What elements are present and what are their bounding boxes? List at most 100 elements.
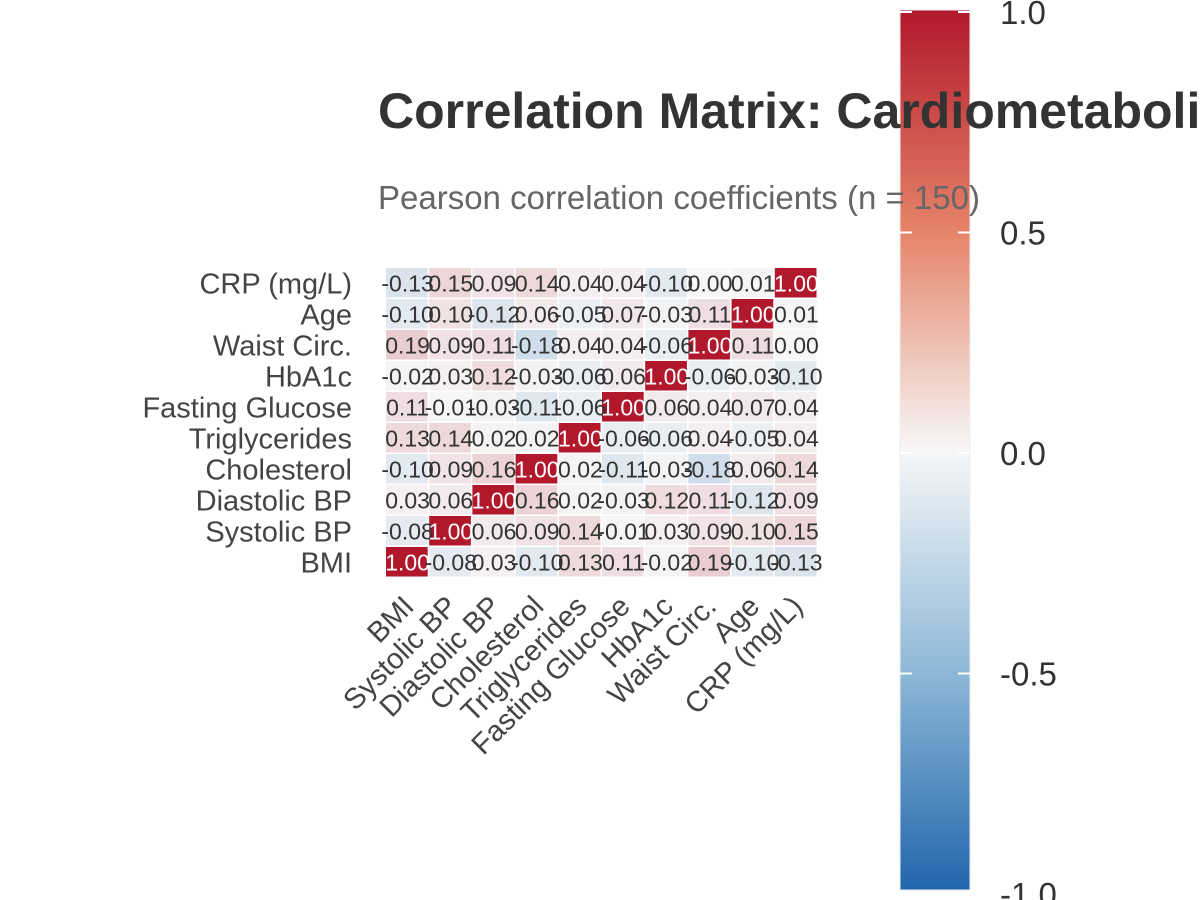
heatmap-cell bbox=[774, 299, 817, 329]
cell-value-label: 0.02 bbox=[558, 457, 603, 483]
cell-value-label: 0.04 bbox=[558, 333, 603, 359]
cell-value-label: -0.02 bbox=[381, 364, 433, 390]
heatmap-cell bbox=[386, 268, 428, 298]
colorbar-tick-label: -0.5 bbox=[1000, 656, 1057, 693]
heatmap-cell bbox=[774, 423, 817, 453]
heatmap-cell bbox=[429, 423, 471, 453]
cell-value-label: 0.03 bbox=[385, 488, 430, 514]
heatmap-cell bbox=[602, 516, 644, 546]
cell-value-label: -0.01 bbox=[425, 395, 477, 421]
heatmap-cell bbox=[688, 485, 731, 515]
cell-value-label: 0.11 bbox=[688, 488, 731, 514]
heatmap-cell bbox=[429, 392, 471, 422]
cell-value-label: 0.11 bbox=[732, 333, 775, 359]
cell-value-label: 0.04 bbox=[688, 426, 733, 452]
cell-value-label: 0.15 bbox=[774, 519, 819, 545]
cell-value-label: 0.09 bbox=[428, 333, 473, 359]
cell-value-label: -0.02 bbox=[641, 550, 693, 576]
cell-value-label: 0.19 bbox=[688, 550, 733, 576]
cell-value-label: 0.06 bbox=[731, 457, 776, 483]
heatmap-cell bbox=[558, 516, 601, 546]
cell-value-label: -0.01 bbox=[597, 519, 649, 545]
heatmap-cell bbox=[602, 547, 644, 577]
cell-value-label: -0.06 bbox=[554, 395, 606, 421]
heatmap-cell bbox=[429, 485, 471, 515]
heatmap-cell bbox=[472, 547, 515, 577]
cell-value-label: -0.10 bbox=[511, 550, 563, 576]
heatmap-cell bbox=[774, 454, 817, 484]
heatmap-cell bbox=[429, 299, 471, 329]
cell-value-label: 1.00 bbox=[428, 519, 473, 545]
heatmap-cell bbox=[731, 330, 774, 360]
cell-value-label: 0.13 bbox=[385, 426, 430, 452]
heatmap-cell bbox=[386, 361, 428, 391]
row-label: Waist Circ. bbox=[213, 331, 352, 363]
heatmap-cell bbox=[472, 330, 515, 360]
cell-value-label: 0.10 bbox=[428, 302, 473, 328]
cell-value-label: -0.11 bbox=[598, 457, 649, 483]
heatmap-cell bbox=[731, 392, 774, 422]
row-label: HbA1c bbox=[265, 362, 352, 394]
heatmap-cell bbox=[386, 485, 428, 515]
cell-value-label: -0.10 bbox=[381, 302, 433, 328]
cell-value-label: -0.03 bbox=[468, 395, 520, 421]
heatmap-cell bbox=[472, 361, 515, 391]
heatmap-cell bbox=[645, 268, 687, 298]
heatmap-cell bbox=[558, 361, 601, 391]
cell-value-label: -0.10 bbox=[641, 271, 693, 297]
cell-value-label: -0.06 bbox=[641, 426, 693, 452]
cell-value-label: 0.01 bbox=[731, 271, 776, 297]
heatmap-cell bbox=[429, 361, 471, 391]
cell-value-label: 0.02 bbox=[472, 426, 517, 452]
cell-value-label: 0.11 bbox=[386, 395, 429, 421]
heatmap-cell bbox=[602, 454, 644, 484]
cell-value-label: 1.00 bbox=[385, 550, 430, 576]
cell-value-label: 0.13 bbox=[558, 550, 603, 576]
heatmap-cell bbox=[645, 330, 687, 360]
heatmap-cell bbox=[774, 330, 817, 360]
cell-value-label: -0.18 bbox=[511, 333, 563, 359]
cell-value-label: 0.11 bbox=[602, 550, 645, 576]
heatmap-cell bbox=[645, 485, 687, 515]
heatmap-cell bbox=[386, 330, 428, 360]
cell-value-label: 1.00 bbox=[601, 395, 646, 421]
cell-value-label: -0.03 bbox=[597, 488, 649, 514]
cell-value-label: 0.06 bbox=[601, 364, 646, 390]
cell-value-label: 0.16 bbox=[515, 488, 560, 514]
heatmap-cell bbox=[515, 454, 558, 484]
cell-value-label: 1.00 bbox=[774, 271, 819, 297]
chart-subtitle: Pearson correlation coefficients (n = 15… bbox=[378, 179, 980, 216]
heatmap-cell bbox=[688, 268, 731, 298]
cell-value-label: -0.06 bbox=[641, 333, 693, 359]
heatmap-cell bbox=[386, 516, 428, 546]
cell-value-label: 0.14 bbox=[428, 426, 473, 452]
heatmap-cell bbox=[731, 268, 774, 298]
cell-value-label: -0.08 bbox=[425, 550, 477, 576]
cell-value-label: 0.09 bbox=[688, 519, 733, 545]
cell-value-label: -0.10 bbox=[770, 364, 822, 390]
row-label: Age bbox=[300, 300, 352, 332]
heatmap-cell bbox=[515, 268, 558, 298]
cell-value-label: 0.06 bbox=[515, 302, 560, 328]
row-label: Diastolic BP bbox=[196, 486, 352, 518]
heatmap-cell bbox=[645, 299, 687, 329]
cell-value-label: 0.14 bbox=[515, 271, 560, 297]
cell-value-label: 1.00 bbox=[644, 364, 689, 390]
heatmap-cell bbox=[558, 299, 601, 329]
heatmap-cell bbox=[645, 454, 687, 484]
row-label: Triglycerides bbox=[189, 424, 352, 456]
cell-value-label: 0.14 bbox=[774, 457, 819, 483]
heatmap-cell bbox=[472, 454, 515, 484]
cell-value-label: 0.04 bbox=[601, 271, 646, 297]
heatmap-cell bbox=[386, 454, 428, 484]
cell-value-label: 0.09 bbox=[428, 457, 473, 483]
heatmap-cell bbox=[645, 392, 687, 422]
heatmap-cell bbox=[645, 423, 687, 453]
colorbar-tick-label: 0.0 bbox=[1000, 435, 1046, 472]
cell-value-label: -0.12 bbox=[727, 488, 779, 514]
heatmap-cell bbox=[602, 485, 644, 515]
heatmap-cell bbox=[429, 268, 471, 298]
heatmap-cell bbox=[472, 392, 515, 422]
cell-value-label: 0.04 bbox=[601, 333, 646, 359]
